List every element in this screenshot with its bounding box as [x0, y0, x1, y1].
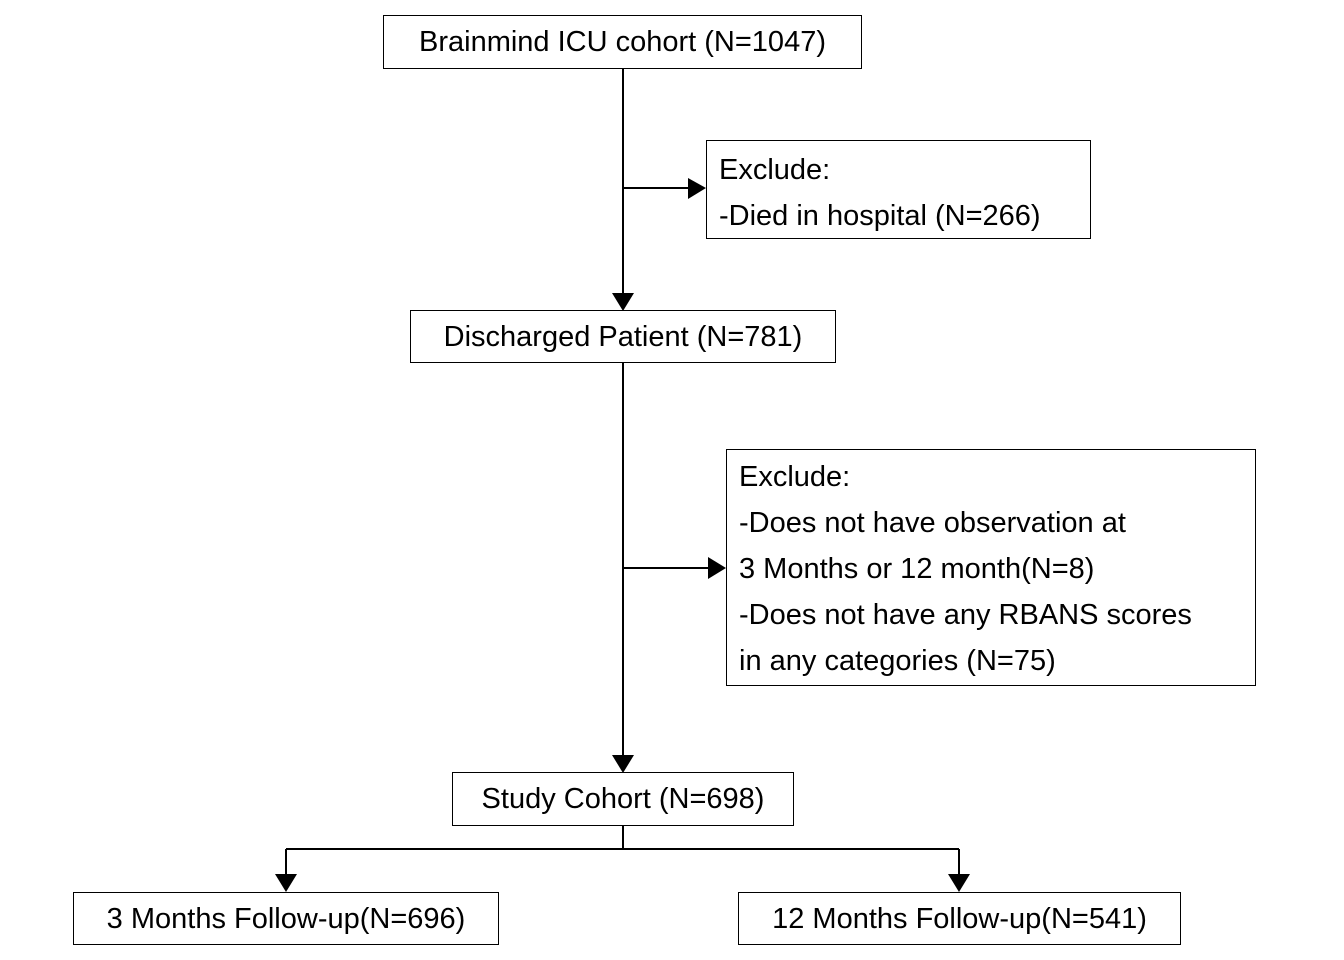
exclusion-2-line: 3 Months or 12 month(N=8)	[739, 553, 1095, 585]
followup-3m-label: 3 Months Follow-up(N=696)	[106, 902, 466, 935]
exclusion-2-line: Exclude:	[739, 461, 851, 493]
exclusion-2-line: -Does not have any RBANS scores	[739, 599, 1192, 631]
arrowhead-discharged	[612, 293, 634, 311]
followup-12m-label: 12 Months Follow-up(N=541)	[772, 902, 1147, 935]
arrowhead-study-cohort	[612, 755, 634, 773]
cohort-box: Brainmind ICU cohort (N=1047)	[383, 15, 862, 69]
study-cohort-label: Study Cohort (N=698)	[481, 783, 765, 815]
exclusion-1-line: Exclude:	[719, 154, 831, 186]
discharged-label: Discharged Patient (N=781)	[443, 320, 803, 353]
arrowhead-followup-3m	[275, 874, 297, 892]
exclusion-2-line: -Does not have observation at	[739, 507, 1126, 539]
arrowhead-followup-12m	[948, 874, 970, 892]
study-cohort-box: Study Cohort (N=698)	[452, 772, 794, 826]
arrowhead-exclusion-1	[688, 178, 706, 199]
followup-12m-box: 12 Months Follow-up(N=541)	[738, 892, 1181, 945]
arrowhead-exclusion-2	[708, 557, 726, 579]
exclusion-2-box: Exclude: -Does not have observation at 3…	[726, 449, 1256, 686]
followup-3m-box: 3 Months Follow-up(N=696)	[73, 892, 499, 945]
exclusion-2-line: in any categories (N=75)	[739, 645, 1056, 677]
discharged-box: Discharged Patient (N=781)	[410, 310, 836, 363]
cohort-label: Brainmind ICU cohort (N=1047)	[419, 26, 826, 58]
exclusion-1-line: -Died in hospital (N=266)	[719, 200, 1041, 232]
exclusion-1-box: Exclude: -Died in hospital (N=266)	[706, 140, 1091, 239]
